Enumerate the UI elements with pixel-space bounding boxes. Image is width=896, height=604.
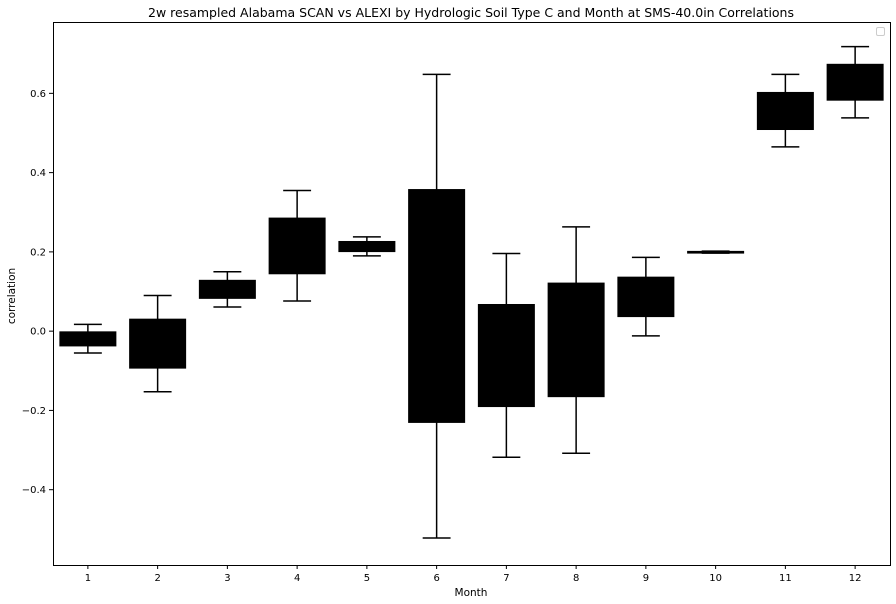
x-tick-label: 9: [643, 573, 649, 584]
y-tick-label: −0.4: [22, 485, 46, 496]
y-tick-label: 0.4: [30, 168, 46, 179]
y-tick-label: 0.2: [30, 247, 46, 258]
chart-title: 2w resampled Alabama SCAN vs ALEXI by Hy…: [148, 5, 794, 20]
box-group-month-10: [687, 250, 745, 254]
x-tick-label: 2: [154, 573, 160, 584]
box-group-month-2: [129, 294, 187, 393]
y-tick-label: −0.2: [22, 406, 46, 417]
x-axis-label: Month: [455, 587, 488, 599]
x-tick-label: 8: [573, 573, 579, 584]
x-tick-label: 10: [709, 573, 722, 584]
plot-marks: [59, 45, 884, 539]
legend-box: [876, 27, 885, 36]
box-group-month-9: [617, 256, 675, 337]
box-group-month-5: [338, 236, 396, 257]
y-tick-label: 0.6: [30, 89, 46, 100]
x-axis-ticks: 1 2 3 4 5 6 7 8 9 10 11 12: [85, 565, 862, 584]
box-group-month-4: [268, 189, 326, 302]
box-group-month-12: [826, 45, 884, 119]
x-tick-label: 11: [779, 573, 792, 584]
box-group-month-7: [477, 252, 535, 458]
y-tick-label: 0.0: [30, 327, 46, 338]
box-group-month-8: [547, 226, 605, 454]
box-group-month-11: [756, 73, 814, 148]
x-tick-label: 1: [85, 573, 91, 584]
x-tick-label: 5: [364, 573, 370, 584]
y-axis-ticks: −0.4 −0.2 0.0 0.2 0.4 0.6: [22, 89, 53, 496]
y-axis-label: correlation: [6, 268, 18, 324]
box-group-month-1: [59, 323, 117, 354]
x-tick-label: 3: [224, 573, 230, 584]
plot-frame: [53, 22, 891, 566]
x-tick-label: 4: [294, 573, 300, 584]
box-group-month-6: [408, 73, 466, 539]
x-tick-label: 7: [503, 573, 509, 584]
box-group-month-3: [198, 270, 256, 308]
x-tick-label: 12: [849, 573, 862, 584]
x-tick-label: 6: [433, 573, 439, 584]
